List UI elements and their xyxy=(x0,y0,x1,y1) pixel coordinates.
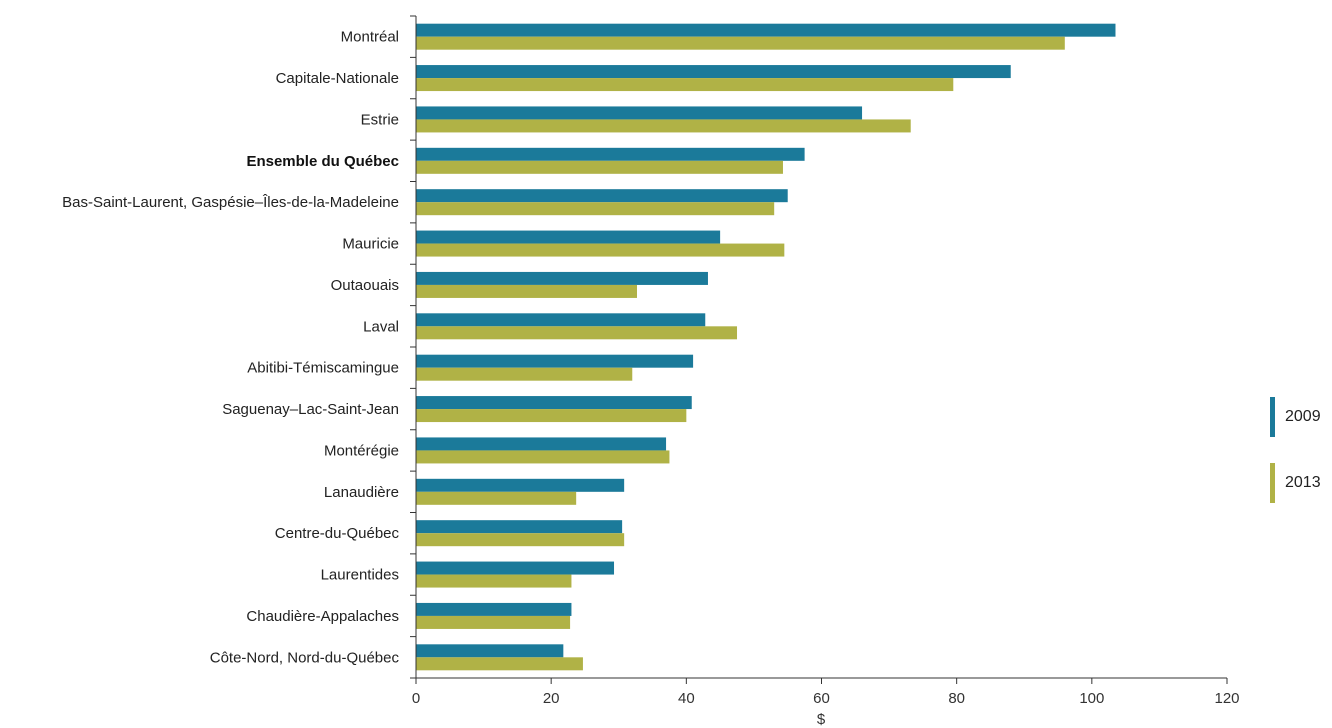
bar-2013-13 xyxy=(416,574,572,588)
axes: 0 20 40 60 80 100 120 xyxy=(410,15,1240,707)
bar-2013-12 xyxy=(416,533,625,547)
bar-2009-1 xyxy=(416,65,1011,79)
bar-2009-3 xyxy=(416,147,805,161)
x-tick-label: 60 xyxy=(813,690,830,707)
category-label: Laval xyxy=(363,318,399,335)
bar-2009-4 xyxy=(416,189,788,203)
bar-2013-5 xyxy=(416,243,785,257)
bar-2013-14 xyxy=(416,615,571,629)
x-tick-label: 20 xyxy=(543,690,560,707)
legend-label-2013: 2013 xyxy=(1285,474,1321,491)
bar-2009-5 xyxy=(416,230,721,244)
x-tick-label: 100 xyxy=(1079,690,1104,707)
category-label: Saguenay–Lac-Saint-Jean xyxy=(222,401,399,418)
x-tick-label: 0 xyxy=(412,690,420,707)
x-tick-label: 40 xyxy=(678,690,695,707)
category-label: Montréal xyxy=(341,29,399,46)
bar-2009-15 xyxy=(416,644,564,658)
bar-2009-9 xyxy=(416,396,692,410)
bar-2013-10 xyxy=(416,450,670,464)
bar-2013-2 xyxy=(416,119,911,133)
bar-2013-1 xyxy=(416,78,954,92)
bar-2009-7 xyxy=(416,313,706,327)
category-label: Abitibi-Témiscamingue xyxy=(247,360,399,377)
bar-2013-6 xyxy=(416,284,637,298)
bar-2013-7 xyxy=(416,326,738,340)
bars-group xyxy=(416,23,1116,671)
bar-2009-13 xyxy=(416,561,615,575)
category-label: Ensemble du Québec xyxy=(246,153,399,170)
category-label: Estrie xyxy=(361,111,399,128)
bar-2009-10 xyxy=(416,437,667,451)
category-label: Laurentides xyxy=(321,567,399,584)
bar-2009-6 xyxy=(416,271,708,285)
bar-2009-0 xyxy=(416,23,1116,37)
x-tick-label: 80 xyxy=(948,690,965,707)
bar-2013-4 xyxy=(416,202,775,216)
x-tick-label: 120 xyxy=(1214,690,1239,707)
bar-2009-2 xyxy=(416,106,863,120)
category-labels: Montréal Capitale-Nationale Estrie Ensemble… xyxy=(62,29,399,667)
category-label: Bas-Saint-Laurent, Gaspésie–Îles-de-la-M… xyxy=(62,194,399,211)
legend-item-2013: 2013 xyxy=(1268,463,1332,503)
category-label: Montérégie xyxy=(324,442,399,459)
bar-2013-11 xyxy=(416,491,577,505)
category-label: Centre-du-Québec xyxy=(275,525,400,542)
category-label: Mauricie xyxy=(342,236,399,253)
bar-2009-12 xyxy=(416,520,623,534)
legend-swatch-2009 xyxy=(1270,397,1275,437)
bar-2013-0 xyxy=(416,36,1065,50)
category-label: Lanaudière xyxy=(324,484,399,501)
category-label: Outaouais xyxy=(331,277,399,294)
bar-2009-8 xyxy=(416,354,694,368)
legend-label-2009: 2009 xyxy=(1285,408,1321,425)
category-label: Capitale-Nationale xyxy=(276,70,399,87)
category-label: Chaudière-Appalaches xyxy=(246,608,399,625)
bar-2009-11 xyxy=(416,478,625,492)
bar-2013-3 xyxy=(416,160,783,174)
bar-2013-15 xyxy=(416,657,583,671)
bar-2013-8 xyxy=(416,367,633,381)
bar-2009-14 xyxy=(416,602,572,616)
category-label: Côte-Nord, Nord-du-Québec xyxy=(210,649,400,666)
x-axis-title: $ xyxy=(817,711,826,728)
legend-swatch-2013 xyxy=(1270,463,1275,503)
legend: 2009 2013 xyxy=(1268,397,1332,529)
legend-item-2009: 2009 xyxy=(1268,397,1332,437)
bar-2013-9 xyxy=(416,409,687,423)
